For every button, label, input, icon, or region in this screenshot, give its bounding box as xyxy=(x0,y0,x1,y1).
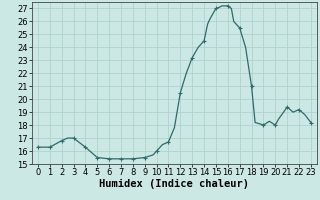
X-axis label: Humidex (Indice chaleur): Humidex (Indice chaleur) xyxy=(100,179,249,189)
